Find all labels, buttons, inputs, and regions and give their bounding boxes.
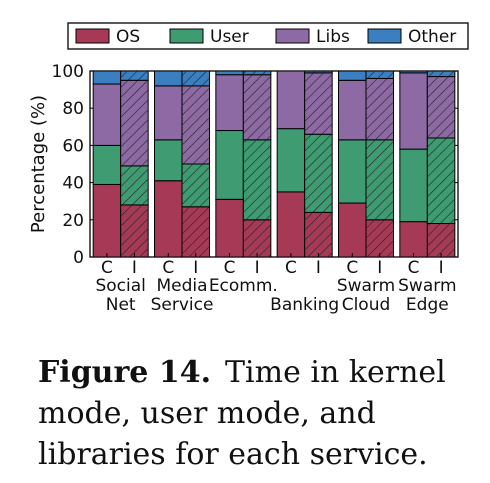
legend-entry: OS [116, 27, 140, 47]
legend: OS User Libs Other [67, 22, 469, 50]
bar-label: I [377, 258, 382, 278]
bar-hatch-user [304, 134, 333, 213]
bar-hatch-libs [120, 80, 149, 166]
bar-label: I [132, 258, 137, 278]
bar-segment-user [215, 130, 244, 200]
bar-hatch-user [182, 164, 210, 207]
bar-segment-os [399, 221, 428, 258]
bar-hatch-other [243, 71, 271, 75]
bar-hatch-user [366, 139, 394, 220]
bar-segment-user [399, 148, 428, 223]
bar-hatch-libs [427, 76, 455, 138]
bar-hatch-other [427, 71, 455, 77]
bar-segment-other [399, 70, 428, 74]
bar-segment-user [338, 139, 367, 204]
bar-hatch-os [427, 223, 455, 257]
bar-label: I [193, 258, 198, 278]
y-tick-label: 40 [62, 174, 84, 194]
legend-swatch-libs [275, 28, 310, 44]
bar-label: I [316, 258, 321, 278]
legend-entry: Other [408, 27, 456, 47]
bar-segment-os [92, 183, 122, 258]
bar-hatch-user [427, 137, 455, 224]
bar-hatch-os [120, 204, 149, 257]
bar-label: C [162, 258, 174, 278]
bar-hatch-os [182, 206, 210, 257]
bar-segment-user [276, 128, 306, 193]
bar-segment-libs [92, 83, 122, 146]
bar-hatch-other [304, 71, 333, 73]
bar-hatch-other [120, 71, 149, 81]
bar-hatch-user [120, 165, 149, 205]
plot-frame [89, 70, 459, 258]
bar-hatch-libs [182, 85, 210, 164]
bar-segment-other [154, 70, 183, 87]
group-label: Ecomm. [209, 276, 278, 296]
bar-label: I [255, 258, 260, 278]
group-label: Social [95, 276, 145, 296]
bar-segment-libs [338, 79, 367, 141]
bar-segment-libs [399, 72, 428, 150]
group-label: Swarm [398, 276, 456, 296]
bar-segment-user [154, 139, 183, 182]
bar-segment-libs [154, 85, 183, 141]
bar-hatch-libs [243, 74, 271, 140]
group-label: Edge [406, 295, 449, 315]
bar-segment-libs [276, 70, 306, 130]
group-label: Banking [270, 295, 339, 315]
bar-segment-os [276, 191, 306, 258]
legend-entry: User [210, 27, 249, 47]
bar-segment-libs [215, 74, 244, 132]
bar-segment-os [215, 198, 244, 258]
group-label: Cloud [342, 295, 391, 315]
y-tick-label: 60 [62, 136, 84, 156]
bar-label: C [346, 258, 358, 278]
caption-text: Time in kernel mode, user mode, and libr… [38, 355, 446, 472]
bar-hatch-os [243, 219, 271, 257]
legend-swatch-other [367, 28, 402, 44]
y-tick-label: 20 [62, 211, 84, 231]
bar-segment-os [154, 180, 183, 258]
bar-hatch-user [243, 139, 271, 220]
figure-caption: Figure 14. Time in kernel mode, user mode… [38, 352, 478, 475]
bar-label: C [408, 258, 420, 278]
y-tick-label: 80 [62, 99, 84, 119]
bar-label: C [101, 258, 113, 278]
bar-hatch-os [304, 212, 333, 257]
y-tick-label: 0 [73, 248, 84, 268]
bar-hatch-other [366, 71, 394, 79]
group-label: Net [106, 295, 136, 315]
group-label: Media [156, 276, 207, 296]
group-label: Swarm [337, 276, 395, 296]
bar-segment-other [215, 70, 244, 76]
legend-swatch-user [169, 28, 204, 44]
bar-hatch-other [182, 71, 210, 86]
bar-segment-other [92, 70, 122, 85]
legend-swatch-os [75, 28, 110, 44]
group-label: Service [151, 295, 214, 315]
bar-hatch-os [366, 219, 394, 257]
legend-entry: Libs [316, 27, 350, 47]
caption-label: Figure 14. [38, 355, 212, 390]
bar-hatch-libs [304, 72, 333, 135]
y-axis-label: Percentage (%) [28, 95, 49, 233]
bar-label: C [224, 258, 236, 278]
y-tick-label: 100 [52, 62, 84, 82]
bar-segment-other [338, 70, 367, 81]
bar-segment-os [338, 202, 367, 258]
bar-label: I [439, 258, 444, 278]
bar-hatch-libs [366, 78, 394, 140]
bar-segment-user [92, 144, 122, 185]
bar-label: C [285, 258, 297, 278]
